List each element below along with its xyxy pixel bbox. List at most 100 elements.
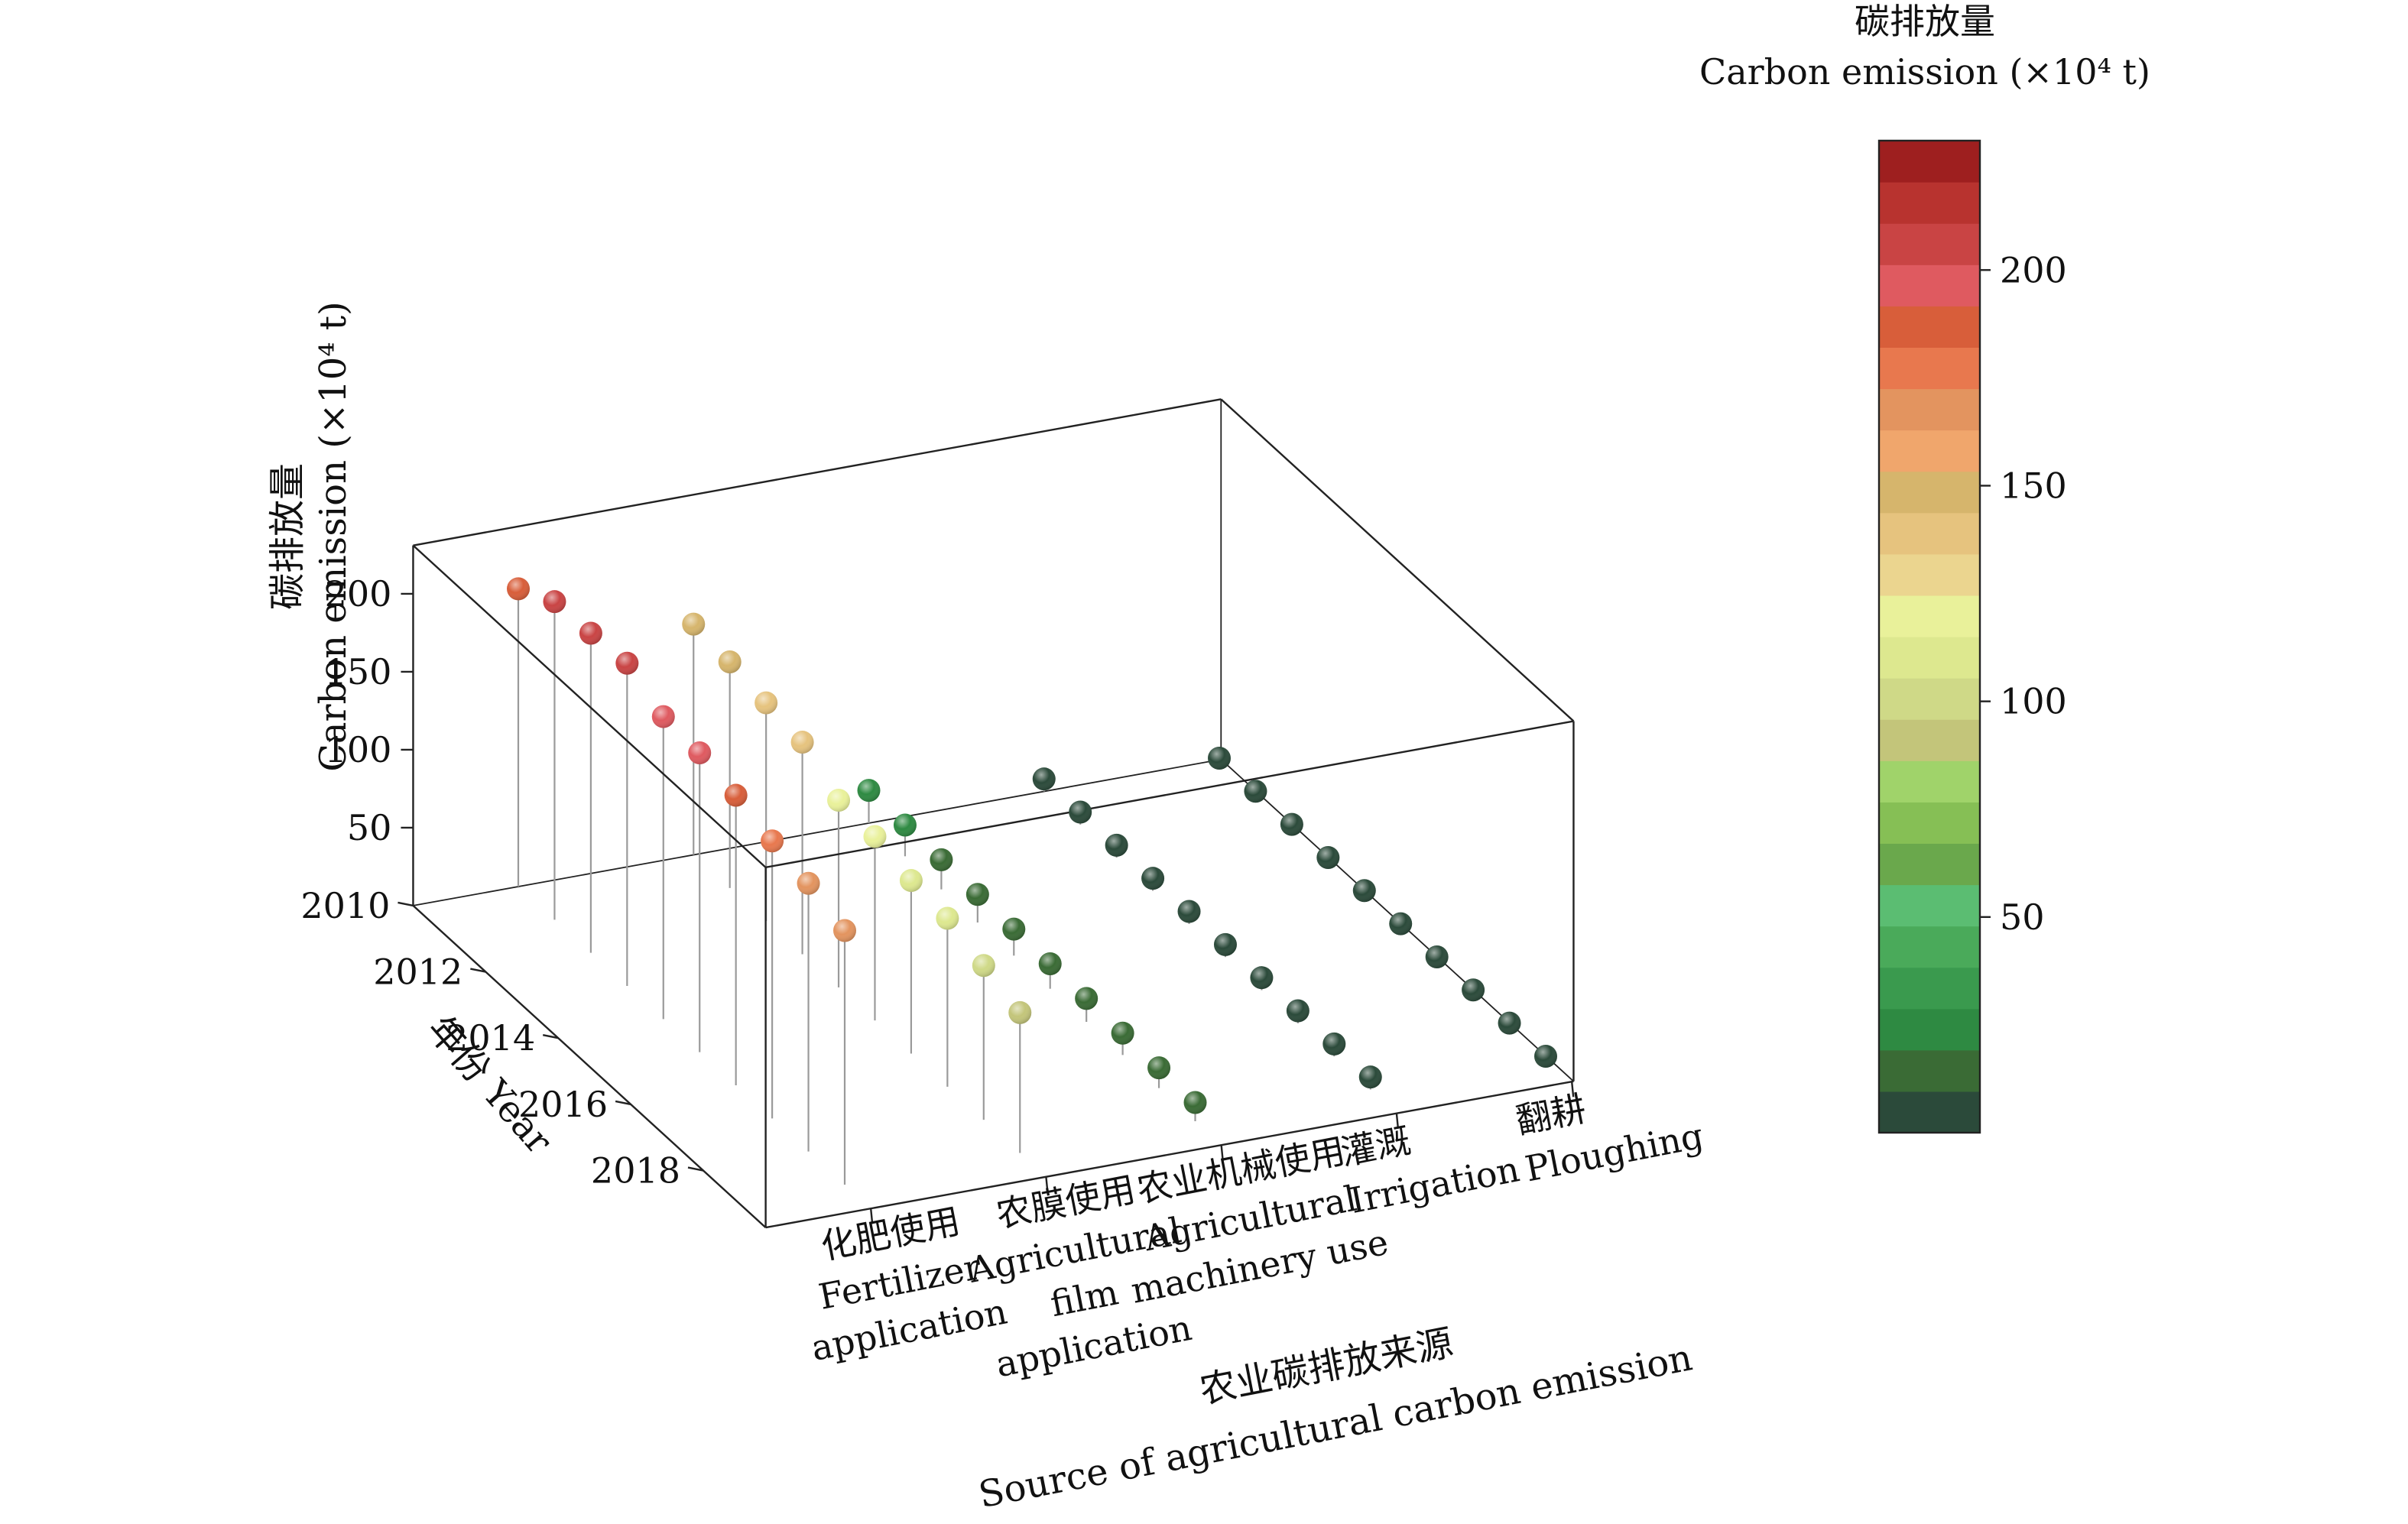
colorbar-segment xyxy=(1879,843,1980,886)
box-edge xyxy=(412,905,767,1228)
colorbar-segment xyxy=(1879,223,1980,265)
data-point-shade xyxy=(1038,952,1062,976)
box-edge xyxy=(765,720,1574,869)
category-label-cn: 灌溉 xyxy=(1337,1120,1414,1174)
year-tick-mark xyxy=(615,1100,631,1106)
data-point-shade xyxy=(827,789,851,812)
data-point-shade xyxy=(761,829,784,853)
data-point-shade xyxy=(651,705,675,728)
colorbar-segment xyxy=(1879,1049,1980,1092)
data-point-shade xyxy=(1462,978,1485,1002)
category-tick-mark xyxy=(1570,1081,1575,1098)
colorbar-segment xyxy=(1879,1091,1980,1133)
data-point-shade xyxy=(1141,867,1165,890)
data-point-shade xyxy=(1389,912,1413,935)
data-point-shade xyxy=(1534,1044,1557,1068)
colorbar-segment xyxy=(1879,512,1980,555)
colorbar-segment xyxy=(1879,430,1980,472)
colorbar-segment xyxy=(1879,595,1980,637)
data-point-shade xyxy=(1213,932,1237,956)
colorbar-title-en: Carbon emission (×10⁴ t) xyxy=(1699,51,2150,92)
data-point-shade xyxy=(1032,767,1056,791)
data-point-shade xyxy=(936,906,959,930)
colorbar-segment xyxy=(1879,678,1980,720)
data-point-shade xyxy=(1075,987,1099,1010)
data-point-shade xyxy=(1069,800,1092,824)
axes-box-front xyxy=(412,398,1575,1229)
data-point-shade xyxy=(688,741,712,764)
colorbar-segment xyxy=(1879,471,1980,514)
year-tick-mark xyxy=(542,1034,559,1039)
data-point-shade xyxy=(579,621,602,645)
box-edge xyxy=(1220,398,1575,722)
colorbar-tick-label: 200 xyxy=(2000,249,2067,290)
year-tick-label: 2012 xyxy=(373,952,462,993)
data-point-shade xyxy=(893,813,917,837)
tick-labels: 5010015020020102012201420162018化肥使用Ferti… xyxy=(300,573,1707,1386)
category-label-en: application xyxy=(992,1307,1195,1386)
data-point-shade xyxy=(1177,900,1201,923)
data-point-shade xyxy=(1425,945,1449,968)
box-edge xyxy=(413,758,1222,906)
colorbar-segment xyxy=(1879,306,1980,349)
category-label-en: film xyxy=(1047,1271,1122,1325)
data-point-shade xyxy=(682,612,706,636)
colorbar-segment xyxy=(1879,802,1980,845)
data-point-shade xyxy=(507,577,530,601)
data-point-shade xyxy=(1147,1056,1171,1080)
z-tick-label: 200 xyxy=(325,573,392,614)
year-tick-label: 2010 xyxy=(300,885,390,926)
data-point-shade xyxy=(718,650,742,674)
colorbar-tick-label: 100 xyxy=(2000,681,2067,722)
z-axis-title-en: Carbon emission (×10⁴ t) xyxy=(312,301,355,772)
colorbar-segment xyxy=(1879,926,1980,968)
data-point-shade xyxy=(1002,917,1026,941)
axes-box-back xyxy=(413,399,1575,1082)
data-point-shade xyxy=(1244,780,1267,803)
box-edge xyxy=(413,398,1222,546)
data-point-shade xyxy=(1008,1000,1032,1024)
colorbar-segment xyxy=(1879,182,1980,224)
data-point-shade xyxy=(965,883,989,906)
data-point-shade xyxy=(1316,845,1340,869)
data-point-shade xyxy=(863,825,887,848)
category-tick-mark xyxy=(1220,1145,1224,1161)
z-tick-label: 100 xyxy=(325,729,392,770)
colorbar-frame xyxy=(1877,139,1981,1134)
data-point-shade xyxy=(755,691,778,715)
colorbar-segment xyxy=(1879,141,1980,183)
year-tick-label: 2016 xyxy=(518,1084,608,1125)
data-point-shade xyxy=(1183,1091,1207,1114)
year-tick-mark xyxy=(687,1166,704,1172)
category-tick-mark xyxy=(1045,1176,1049,1192)
data-point-shade xyxy=(797,871,820,895)
year-tick-mark xyxy=(398,901,414,907)
colorbar-segment xyxy=(1879,760,1980,803)
colorbar-segment xyxy=(1879,388,1980,431)
colorbar-tick-label: 150 xyxy=(2000,465,2067,506)
data-point-shade xyxy=(899,869,923,893)
box-edge xyxy=(765,1080,1574,1229)
colorbar-segment xyxy=(1879,719,1980,761)
colorbar-title-cn: 碳排放量 xyxy=(1855,1,1995,42)
category-label-cn: 翻耕 xyxy=(1513,1088,1590,1142)
data-point-shade xyxy=(724,783,748,807)
z-axis-title-cn: 碳排放量 xyxy=(266,463,309,610)
data-point-shade xyxy=(1286,999,1309,1023)
colorbar-segment xyxy=(1879,264,1980,306)
box-edge xyxy=(412,544,767,868)
colorbar-segment xyxy=(1879,967,1980,1010)
category-tick-mark xyxy=(1395,1113,1400,1129)
colorbar-segment xyxy=(1879,347,1980,390)
z-tick-label: 50 xyxy=(347,807,392,848)
data-point-shade xyxy=(1250,966,1274,990)
data-point-shade xyxy=(1358,1065,1382,1089)
colorbar-segment xyxy=(1879,1008,1980,1051)
year-tick-label: 2018 xyxy=(591,1150,680,1192)
year-tick-label: 2014 xyxy=(446,1017,535,1059)
z-tick-label: 150 xyxy=(325,651,392,692)
data-point-shade xyxy=(1208,746,1231,770)
data-point-shade xyxy=(543,590,566,614)
